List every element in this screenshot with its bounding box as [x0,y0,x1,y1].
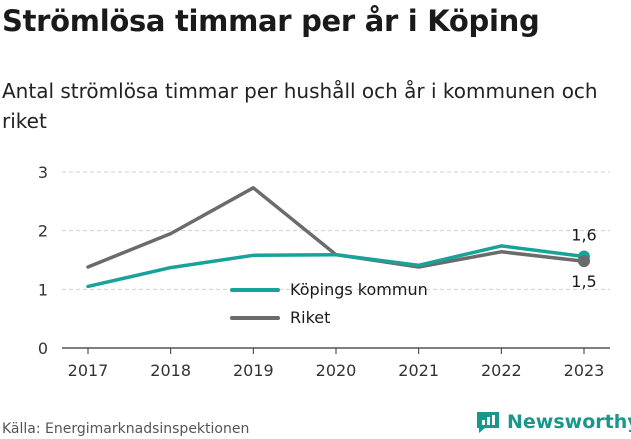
legend-item-kommun: Köpings kommun [230,280,428,299]
x-tick-label: 2017 [68,361,109,380]
series-line-kommun [86,244,586,289]
chart-subtitle: Antal strömlösa timmar per hushåll och å… [2,79,598,133]
legend-label-riket: Riket [290,308,331,327]
x-tick-label: 2022 [481,361,522,380]
brand: Newsworthy [475,409,631,435]
newsworthy-logo-icon [477,412,499,433]
end-point-riket [578,255,590,268]
y-tick-label: 3 [38,163,48,182]
y-tick-label: 0 [38,339,48,358]
legend-swatch-kommun [230,287,280,292]
legend-item-riket: Riket [230,308,330,327]
x-tick-label: 2018 [150,361,191,380]
x-tick-label: 2023 [564,361,605,380]
y-tick-label: 1 [38,280,48,299]
x-tick-label: 2021 [398,361,439,380]
end-label-kommun: 1,6 [571,225,596,244]
end-label-riket: 1,5 [571,272,596,291]
brand-name: Newsworthy [507,411,631,433]
line-chart: 0 1 2 3 2017 2018 2019 2020 2021 2022 2023 1,6 1,5 [38,163,610,380]
x-tick-label: 2019 [233,361,274,380]
x-tick-label: 2020 [316,361,357,380]
legend-label-kommun: Köpings kommun [290,280,428,299]
source-note: Källa: Energimarknadsinspektionen [2,421,250,437]
legend-swatch-riket [230,315,280,320]
chart-title: Strömlösa timmar per år i Köping [2,4,540,38]
y-tick-label: 2 [38,222,48,241]
